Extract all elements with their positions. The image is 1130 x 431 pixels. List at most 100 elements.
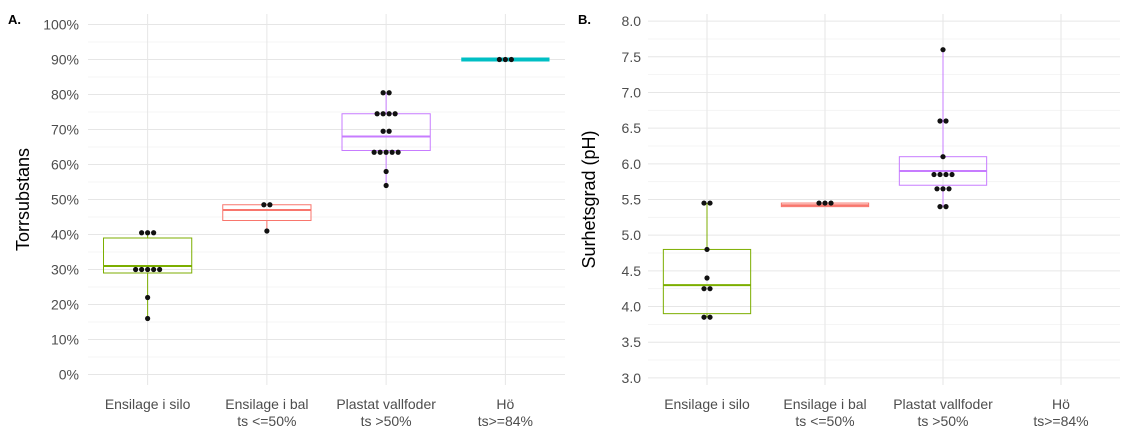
a-x-tick-label: Ensilage i silo <box>105 396 191 412</box>
b-y-tick-label: 7.0 <box>622 84 642 100</box>
a-y-tick-label: 40% <box>51 227 79 243</box>
b-y-tick-label: 7.5 <box>622 49 642 65</box>
b-y-axis-title: Surhetsgrad (pH) <box>579 130 599 268</box>
b-data-point <box>828 200 834 206</box>
b-data-point <box>937 118 943 124</box>
b-data-point <box>943 204 949 210</box>
b-y-tick-label: 5.0 <box>622 227 642 243</box>
a-data-point <box>496 56 502 63</box>
b-x-tick-sublabel: ts <=50% <box>795 413 854 429</box>
a-y-tick-label: 90% <box>51 52 79 68</box>
a-data-point <box>151 266 157 273</box>
b-data-point <box>934 186 940 192</box>
a-y-tick-label: 70% <box>51 122 79 138</box>
b-data-point <box>949 171 955 178</box>
a-y-tick-label: 50% <box>51 192 79 208</box>
a-data-point <box>139 230 145 236</box>
a-data-point <box>264 228 270 234</box>
b-x-tick-label: Ensilage i silo <box>664 396 750 412</box>
b-x-tick-label: Ensilage i bal <box>783 396 866 412</box>
a-data-point <box>145 294 151 301</box>
b-data-point <box>940 47 946 53</box>
a-data-point <box>395 149 401 155</box>
a-y-tick-label: 10% <box>51 332 79 348</box>
panel-a: 0% 10% 20% 30% 40% 50% 60% 70% 80% 90% 100% Ensilag… <box>8 12 565 429</box>
b-data-point <box>937 171 943 178</box>
b-data-point <box>943 118 949 124</box>
a-data-point <box>380 111 386 117</box>
b-y-tick-label: 6.5 <box>622 120 642 136</box>
b-y-tick-label: 8.0 <box>622 13 642 29</box>
b-data-point <box>931 171 937 178</box>
b-data-point <box>704 275 710 281</box>
a-data-point <box>133 266 139 273</box>
a-box <box>222 204 312 221</box>
a-data-point <box>145 315 151 322</box>
a-data-point <box>383 182 389 189</box>
b-x-tick-label: Hö <box>1052 396 1070 412</box>
a-data-point <box>139 266 145 273</box>
b-data-point <box>704 246 710 253</box>
b-x-tick-sublabel: ts >50% <box>918 413 969 429</box>
b-data-point <box>707 200 713 206</box>
a-data-point <box>151 230 157 236</box>
b-y-tick-label: 3.5 <box>622 334 642 350</box>
b-data-point <box>816 200 822 206</box>
b-data-point <box>707 314 713 320</box>
a-x-tick-sublabel: ts>=84% <box>478 413 533 429</box>
b-x-tick-label: Plastat vallfoder <box>893 396 993 412</box>
b-data-point <box>943 171 949 178</box>
a-y-tick-label: 60% <box>51 157 79 173</box>
a-data-point <box>389 149 395 155</box>
a-data-point <box>145 266 151 273</box>
a-y-tick-label: 100% <box>43 17 79 33</box>
b-data-point <box>701 286 707 292</box>
a-data-point <box>261 202 267 208</box>
b-panel-label: B. <box>578 12 591 27</box>
a-data-point <box>157 266 163 273</box>
b-data-point <box>701 200 707 206</box>
a-data-point <box>386 111 392 117</box>
a-data-point <box>267 202 273 208</box>
b-data-point <box>946 186 952 192</box>
a-data-point <box>392 111 398 117</box>
a-x-tick-label: Hö <box>496 396 514 412</box>
a-x-tick-label: Plastat vallfoder <box>336 396 436 412</box>
a-y-tick-label: 20% <box>51 297 79 313</box>
a-data-point <box>386 128 392 134</box>
b-y-tick-label: 5.5 <box>622 192 642 208</box>
a-panel-label: A. <box>8 12 21 27</box>
b-data-point <box>822 200 828 206</box>
a-x-tick-label: Ensilage i bal <box>225 396 308 412</box>
b-data-point <box>701 314 707 320</box>
a-y-tick-label: 80% <box>51 87 79 103</box>
a-data-point <box>383 149 389 155</box>
a-data-point <box>380 128 386 134</box>
a-data-point <box>371 149 377 155</box>
a-y-tick-label: 30% <box>51 262 79 278</box>
a-data-point <box>508 56 514 63</box>
a-data-point <box>502 56 508 63</box>
b-data-point <box>707 286 713 292</box>
a-data-point <box>380 90 386 96</box>
a-data-point <box>374 111 380 117</box>
b-data-point <box>940 154 946 160</box>
a-y-tick-label: 0% <box>59 367 79 383</box>
b-data-point <box>940 186 946 192</box>
b-y-tick-label: 3.0 <box>622 370 642 386</box>
a-box <box>103 237 193 274</box>
b-y-tick-label: 4.5 <box>622 263 642 279</box>
b-data-point <box>937 204 943 210</box>
a-data-point <box>377 149 383 155</box>
a-data-point <box>145 230 151 236</box>
b-y-tick-label: 6.0 <box>622 156 642 172</box>
a-x-tick-sublabel: ts <=50% <box>237 413 296 429</box>
b-y-tick-label: 4.0 <box>622 299 642 315</box>
a-x-tick-sublabel: ts >50% <box>361 413 412 429</box>
a-data-point <box>383 168 389 175</box>
panel-b: 3.0 3.5 4.0 4.5 5.0 5.5 6.0 6.5 7.0 7.5 8.0 Ensilag… <box>578 12 1120 429</box>
a-y-axis-title: Torrsubstans <box>13 148 33 251</box>
b-x-tick-sublabel: ts>=84% <box>1033 413 1088 429</box>
a-data-point <box>386 90 392 96</box>
